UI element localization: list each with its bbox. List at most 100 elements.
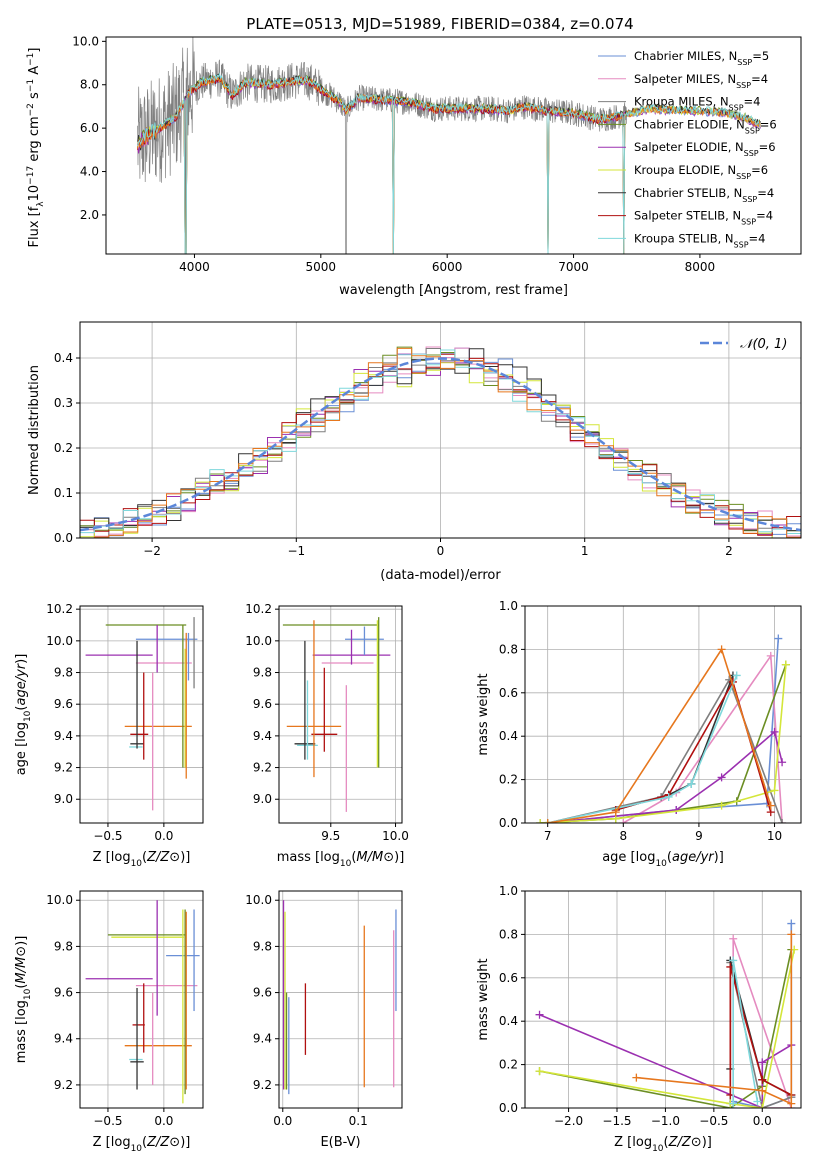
plot-area <box>137 37 761 254</box>
y-tick-label: 1.0 <box>499 599 518 613</box>
y-tick-label: 0.4 <box>499 729 518 743</box>
series-orange <box>547 647 772 823</box>
marker <box>774 634 783 643</box>
legend-entry: Salpeter MILES, NSSP=4 <box>634 72 768 90</box>
y-tick-label: 9.8 <box>54 939 73 953</box>
legend: Chabrier MILES, NSSP=5 Salpeter MILES, NS… <box>598 49 777 249</box>
x-tick-label: −0.5 <box>93 829 122 843</box>
y-axis-label: age [log10(age/yr)] <box>14 654 33 776</box>
y-tick-label: 10.2 <box>245 602 272 616</box>
y-tick-label: 9.6 <box>253 697 272 711</box>
y-tick-label: 9.2 <box>253 1078 272 1092</box>
series-kroupa-elodie <box>539 949 795 1108</box>
marker <box>717 773 726 782</box>
x-tick-label: 0.0 <box>273 1114 292 1128</box>
y-tick-label: 0.8 <box>499 927 518 941</box>
marker <box>729 934 738 943</box>
plot-area <box>536 634 790 823</box>
marker <box>758 1104 767 1108</box>
y-tick-label: 9.4 <box>54 1032 73 1046</box>
marker <box>778 758 787 767</box>
x-tick-label: 6000 <box>432 260 463 274</box>
marker <box>758 1075 767 1084</box>
series-model-kroupa-stelib <box>137 72 761 254</box>
marker <box>766 801 775 810</box>
legend-entry: Kroupa STELIB, NSSP=4 <box>634 231 765 249</box>
normal-curve <box>80 357 801 532</box>
y-tick-label: 9.6 <box>54 697 73 711</box>
marker <box>770 786 779 795</box>
marker <box>781 660 790 669</box>
marker <box>753 1097 762 1106</box>
y-axis-label: Flux [fλ10−17 erg cm−2 s−1 A−1] <box>26 48 46 248</box>
y-tick-label: 9.2 <box>253 761 272 775</box>
y-tick-label: 9.4 <box>253 1032 272 1046</box>
y-tick-label: 0.6 <box>499 971 518 985</box>
series-kroupa-stelib <box>732 960 759 1104</box>
marker <box>732 671 741 680</box>
x-axis-label: wavelength [Angstrom, rest frame] <box>339 283 568 298</box>
plot-area <box>85 900 200 1104</box>
axes-residuals: −2 −1 0 1 2 0.0 0.1 0.2 0.3 0.4 <box>54 321 802 558</box>
x-tick-label: 0 <box>437 544 445 558</box>
x-tick-label: 8 <box>619 829 627 843</box>
x-tick-label: 1 <box>581 544 589 558</box>
y-tick-label: 0.4 <box>54 351 73 365</box>
marker <box>536 819 545 823</box>
y-tick-label: 9.8 <box>253 666 272 680</box>
y-axis-label: Normed distribution <box>27 365 42 495</box>
y-tick-label: 10.0 <box>245 634 272 648</box>
series-chabrier-stelib <box>615 675 734 811</box>
marker <box>672 805 681 814</box>
axes-frame <box>79 890 204 1109</box>
axes-frame <box>79 605 204 824</box>
series-kroupa-miles <box>547 677 783 823</box>
y-tick-label: 6.0 <box>80 121 99 135</box>
marker <box>543 819 552 823</box>
y-tick-label: 8.0 <box>80 78 99 92</box>
histogram-orange <box>80 347 801 538</box>
axes-frame <box>278 890 403 1109</box>
figure-title: PLATE=0513, MJD=51989, FIBERID=0384, z=0… <box>246 15 633 33</box>
x-tick-label: 9 <box>695 829 703 843</box>
axes-age_vs_mass: 9.5 10.0 9.0 9.2 9.4 9.6 9.8 10.0 10.2 <box>245 602 409 843</box>
x-tick-label: −0.5 <box>93 1114 122 1128</box>
marker <box>729 1099 738 1108</box>
marker <box>664 792 673 801</box>
legend-entry: Salpeter STELIB, NSSP=4 <box>634 209 773 227</box>
x-tick-label: −2.0 <box>554 1114 583 1128</box>
y-tick-label: 10.2 <box>46 602 73 616</box>
series-salpeter-elodie <box>539 1013 792 1108</box>
y-tick-label: 9.4 <box>54 729 73 743</box>
series-salpeter-stelib <box>729 966 792 1096</box>
legend-entry: Chabrier MILES, NSSP=5 <box>634 49 769 67</box>
x-tick-label: 2 <box>725 544 733 558</box>
x-axis-label: (data-model)/error <box>380 568 501 583</box>
plot-area <box>535 919 799 1108</box>
x-tick-label: 8000 <box>685 260 716 274</box>
y-tick-label: 0.3 <box>54 396 73 410</box>
series-chabrier-miles <box>547 638 780 823</box>
y-axis-label: mass weight <box>476 958 491 1040</box>
x-tick-label: 9.5 <box>321 829 340 843</box>
x-axis-label: Z [log10(Z/Z⊙)] <box>614 1135 712 1154</box>
series-kroupa-stelib <box>547 675 738 823</box>
y-tick-label: 0.2 <box>499 773 518 787</box>
y-tick-label: 10.0 <box>245 893 272 907</box>
marker <box>717 801 726 810</box>
x-tick-label: −1 <box>287 544 305 558</box>
series-salpeter-elodie <box>547 730 783 823</box>
marker <box>770 727 779 736</box>
x-tick-label: −2 <box>143 544 161 558</box>
series-chabrier-elodie <box>539 949 793 1108</box>
marker <box>787 1099 796 1108</box>
plot-area <box>80 346 801 538</box>
y-tick-label: 0.2 <box>499 1058 518 1072</box>
axes-frame <box>524 605 802 824</box>
marker <box>717 645 726 654</box>
x-tick-label: 10 <box>767 829 782 843</box>
x-tick-label: 0.0 <box>154 1114 173 1128</box>
legend-entry: Chabrier ELODIE, NSSP=6 <box>634 117 777 135</box>
x-tick-label: 0.0 <box>753 1114 772 1128</box>
marker <box>787 919 796 928</box>
